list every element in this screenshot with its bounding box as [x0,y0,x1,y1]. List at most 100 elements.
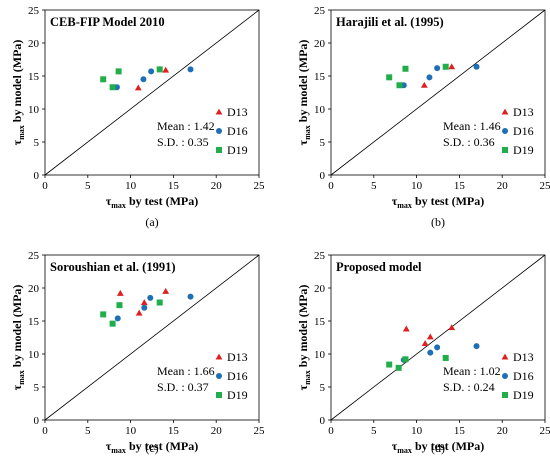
legend-marker-d16 [216,128,222,134]
y-tick-label: 15 [314,316,326,328]
y-tick-label: 20 [28,283,40,295]
legend-marker-d16 [502,373,508,379]
y-tick-label: 5 [320,382,326,394]
legend-label-d13: D13 [227,350,248,364]
data-point-d16 [187,293,194,300]
data-point-d13 [162,66,170,73]
plot-frame [44,9,260,176]
legend-label-d16: D16 [513,369,534,383]
legend-label-d13: D13 [513,350,534,364]
y-axis-label: τmax by model (MPa) [296,285,312,391]
y-tick-label: 10 [314,104,326,116]
panel-caption: (c) [145,441,158,455]
x-tick-label: 20 [211,180,223,192]
stat-sd: S.D. : 0.37 [157,380,209,394]
data-point-d13 [140,299,148,306]
plot-frame [330,254,546,421]
x-tick-label: 15 [168,180,180,192]
data-point-d16 [114,315,121,322]
data-point-d13 [420,81,428,88]
y-tick-label: 5 [34,137,40,149]
diagonal-line [330,254,546,421]
x-tick-label: 15 [454,425,466,437]
y-tick-label: 5 [34,382,40,394]
data-point-d16 [147,294,154,301]
data-point-d19 [442,63,449,70]
y-tick-label: 10 [314,349,326,361]
data-point-d13 [426,333,434,340]
y-tick-label: 25 [314,5,326,17]
x-tick-label: 5 [371,425,377,437]
y-tick-label: 25 [28,250,40,262]
y-tick-label: 10 [28,104,40,116]
stat-mean: Mean : 1.46 [443,119,501,133]
x-tick-label: 10 [411,180,423,192]
data-point-d19 [396,82,403,89]
y-tick-label: 10 [28,349,40,361]
panel-title: CEB-FIP Model 2010 [50,15,165,29]
x-tick-label: 5 [85,425,91,437]
panel-title: Harajili et al. (1995) [336,15,444,29]
series-d13 [134,66,170,91]
legend-marker-d13 [215,108,223,115]
y-tick-label: 15 [28,316,40,328]
series-d16 [400,343,480,363]
legend-marker-d16 [216,373,222,379]
data-point-d16 [141,304,148,311]
plot-frame [330,9,546,176]
y-tick-label: 20 [314,38,326,50]
data-point-d16 [473,63,480,70]
data-point-d16 [187,66,194,73]
legend-marker-d19 [502,392,508,398]
y-tick-label: 0 [320,170,326,182]
data-point-d19 [402,356,409,363]
legend-marker-d19 [216,147,222,153]
x-axis-label: τmax by test (MPa) [106,194,199,210]
data-point-d13 [448,63,456,70]
x-tick-label: 10 [125,425,137,437]
series-d19 [100,299,163,327]
x-tick-label: 15 [454,180,466,192]
y-tick-label: 20 [314,283,326,295]
series-d13 [116,287,170,316]
chart-panel-a: 0 5 10 15 20 25 0 5 10 15 20 25 CEB-FIP Model 2010 τm… [10,5,265,229]
stat-mean: Mean : 1.66 [157,364,215,378]
data-point-d19 [442,354,449,361]
y-tick-label: 15 [314,71,326,83]
y-tick-label: 0 [34,170,40,182]
data-point-d13 [134,84,142,91]
stat-mean: Mean : 1.02 [443,364,501,378]
legend-marker-d13 [501,353,509,360]
panel-caption: (b) [431,215,445,229]
data-point-d16 [427,349,434,356]
diagonal-line [44,9,260,176]
legend-label-d13: D13 [227,105,248,119]
legend-label-d19: D19 [513,143,534,157]
x-tick-label: 0 [328,425,334,437]
x-axis-label: τmax by test (MPa) [392,439,485,455]
data-point-d16 [140,76,147,83]
data-point-d19 [386,361,393,368]
data-point-d19 [386,74,393,81]
data-point-d13 [448,324,456,331]
data-point-d19 [109,84,116,91]
chart-panel-c: 0 5 10 15 20 25 0 5 10 15 20 25 Soroushian et al. (1… [10,250,265,455]
legend-marker-d13 [501,108,509,115]
legend-label-d19: D19 [227,143,248,157]
stat-sd: S.D. : 0.35 [157,135,209,149]
data-point-d16 [426,74,433,81]
y-tick-label: 25 [28,5,40,17]
series-d19 [386,63,449,89]
x-tick-label: 10 [125,180,137,192]
legend-label-d16: D16 [227,369,248,383]
y-axis-label: τmax by model (MPa) [296,40,312,146]
data-point-d13 [135,309,143,316]
data-point-d13 [162,287,170,294]
legend-label-d16: D16 [227,124,248,138]
series-d19 [386,354,449,371]
legend-label-d19: D19 [513,388,534,402]
data-point-d19 [402,65,409,72]
data-point-d19 [395,364,402,371]
data-point-d19 [115,68,122,75]
data-point-d13 [116,289,124,296]
